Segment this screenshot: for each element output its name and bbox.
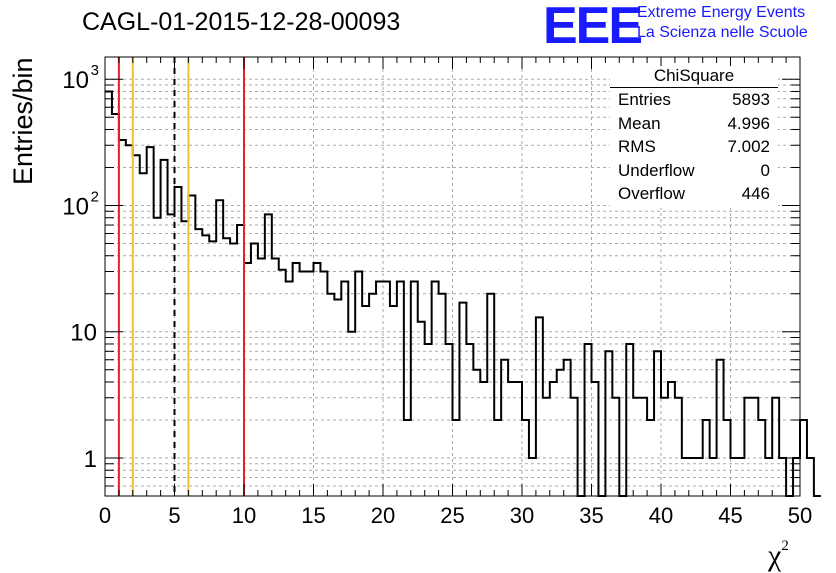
x-tick-label: 5 bbox=[168, 503, 180, 528]
stats-label: Overflow bbox=[618, 184, 686, 203]
y-tick-label: 10 bbox=[62, 193, 89, 220]
stats-row-mean: Mean 4.996 bbox=[610, 114, 778, 138]
y-tick-label-sup: 2 bbox=[91, 188, 99, 205]
stats-label: RMS bbox=[618, 137, 656, 156]
chart-title: CAGL-01-2015-12-28-00093 bbox=[82, 8, 401, 36]
eee-logo-mark: EEE bbox=[543, 0, 643, 55]
x-tick-label: 35 bbox=[579, 503, 603, 528]
stats-label: Mean bbox=[618, 113, 661, 133]
y-tick-label: 10 bbox=[70, 320, 97, 347]
x-axis-label: χ2 bbox=[768, 538, 789, 573]
y-axis-label: Entries/bin bbox=[8, 57, 38, 185]
stats-row-entries: Entries 5893 bbox=[610, 90, 778, 114]
stats-value: 5893 bbox=[732, 90, 770, 109]
logo-line-1: Extreme Energy Events bbox=[637, 4, 806, 21]
stats-row-rms: RMS 7.002 bbox=[610, 137, 778, 161]
stats-label: Underflow bbox=[618, 160, 695, 180]
x-axis-label-text: χ bbox=[768, 539, 782, 572]
logo-line-2: La Scienza nelle Scuole bbox=[637, 24, 808, 41]
stats-box: ChiSquare Entries 5893 Mean 4.996 RMS 7.002… bbox=[610, 66, 778, 208]
y-tick-label-sup: 3 bbox=[91, 62, 99, 79]
x-tick-label: 0 bbox=[99, 503, 111, 528]
x-tick-label: 50 bbox=[788, 503, 812, 528]
x-axis-label-sup: 2 bbox=[781, 538, 789, 554]
x-tick-label: 15 bbox=[301, 503, 325, 528]
x-tick-label: 25 bbox=[440, 503, 464, 528]
x-tick-label: 30 bbox=[510, 503, 534, 528]
stats-title: ChiSquare bbox=[610, 66, 778, 88]
x-tick-label: 45 bbox=[718, 503, 742, 528]
stats-value: 446 bbox=[741, 184, 770, 203]
x-tick-label: 10 bbox=[232, 503, 256, 528]
stats-label: Entries bbox=[618, 90, 671, 109]
x-tick-label: 20 bbox=[371, 503, 395, 528]
x-tick-label: 40 bbox=[649, 503, 673, 528]
histogram-outline bbox=[105, 90, 821, 497]
stats-value: 4.996 bbox=[727, 113, 770, 133]
stats-row-underflow: Underflow 0 bbox=[610, 161, 778, 185]
y-tick-label: 1 bbox=[84, 446, 97, 473]
stats-value: 7.002 bbox=[727, 137, 770, 156]
stats-row-overflow: Overflow 446 bbox=[610, 184, 778, 208]
y-tick-label: 10 bbox=[62, 67, 89, 94]
stats-value: 0 bbox=[760, 160, 770, 180]
